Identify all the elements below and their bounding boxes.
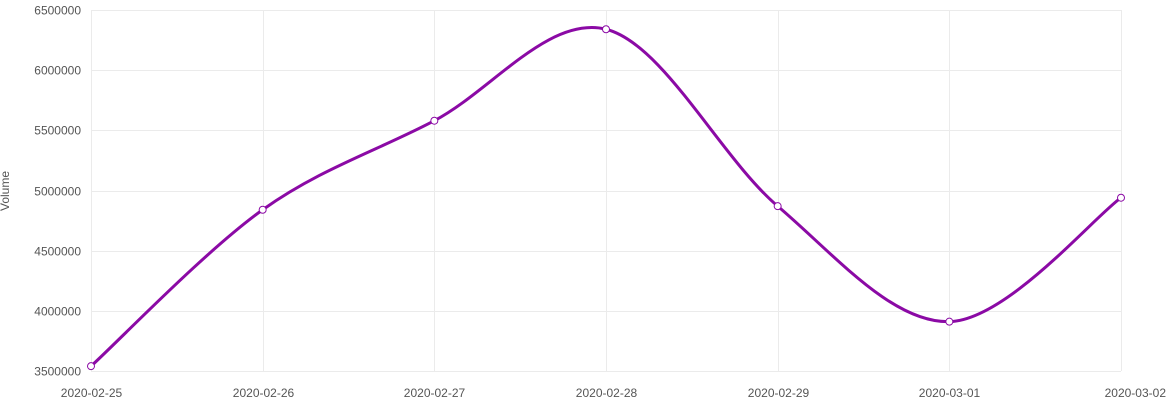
data-points bbox=[87, 25, 1125, 371]
x-tick-label: 2020-02-29 bbox=[748, 386, 810, 400]
y-tick-label: 3500000 bbox=[34, 365, 81, 379]
x-tick-label: 2020-02-26 bbox=[233, 386, 295, 400]
data-point bbox=[258, 205, 267, 214]
x-tick-label: 2020-03-01 bbox=[919, 386, 981, 400]
x-tick-label: 2020-02-25 bbox=[61, 386, 123, 400]
x-axis-ticks: 2020-02-25 2020-02-26 2020-02-27 2020-02-28… bbox=[61, 386, 1167, 400]
data-point bbox=[602, 25, 610, 34]
y-tick-label: 4500000 bbox=[34, 245, 81, 259]
y-tick-label: 6000000 bbox=[34, 64, 81, 78]
data-point bbox=[945, 317, 954, 326]
grid bbox=[91, 10, 1122, 372]
x-tick-label: 2020-03-02 bbox=[1105, 386, 1167, 400]
y-tick-label: 4000000 bbox=[34, 305, 81, 319]
data-point bbox=[87, 362, 95, 371]
x-tick-label: 2020-02-28 bbox=[576, 386, 638, 400]
y-axis-label: Volume bbox=[0, 171, 12, 211]
x-tick-label: 2020-02-27 bbox=[404, 386, 466, 400]
y-tick-label: 5500000 bbox=[34, 124, 81, 138]
y-axis-ticks: 3500000 4000000 4500000 5000000 5500000 60000… bbox=[34, 4, 81, 379]
data-point bbox=[1117, 193, 1125, 202]
y-tick-label: 5000000 bbox=[34, 185, 81, 199]
y-tick-label: 6500000 bbox=[34, 4, 81, 18]
data-point bbox=[773, 202, 782, 211]
data-point bbox=[430, 116, 439, 125]
